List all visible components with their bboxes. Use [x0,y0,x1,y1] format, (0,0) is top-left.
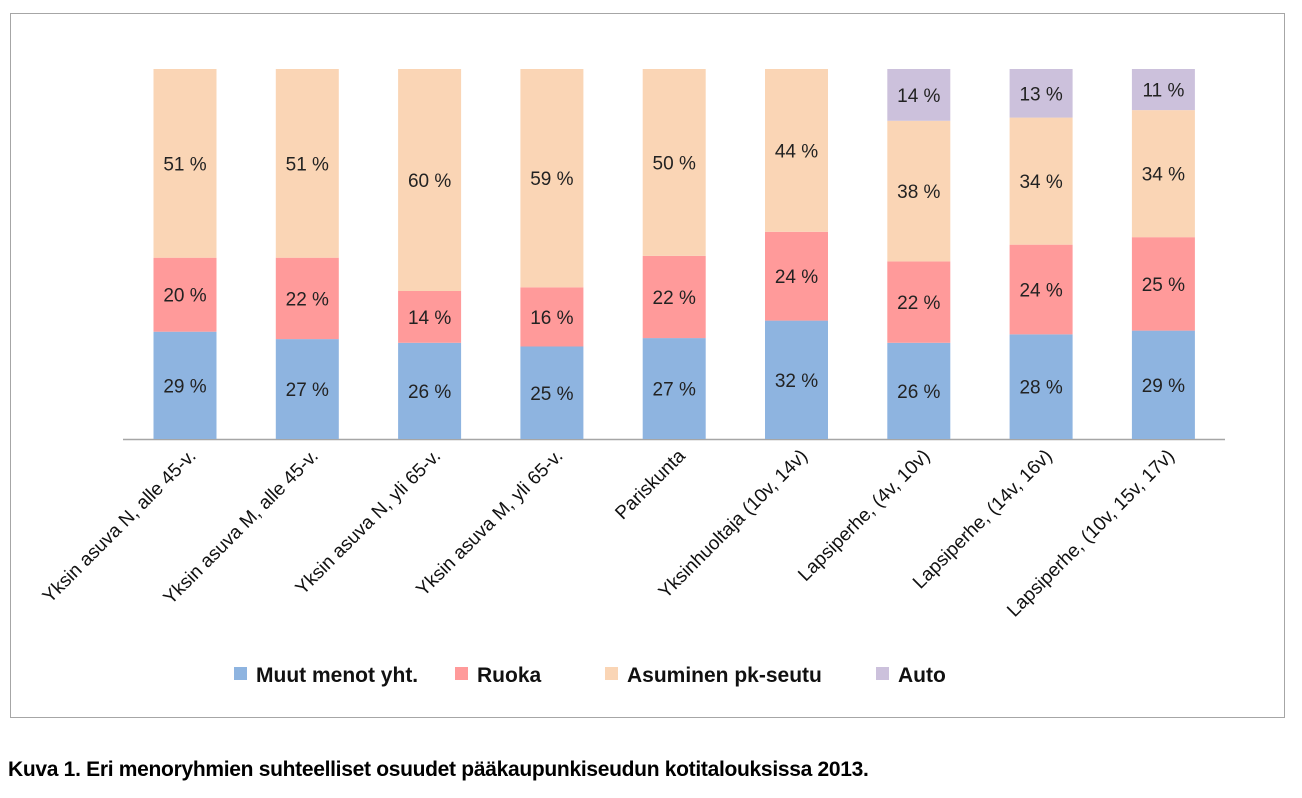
data-label: 26 % [408,382,451,403]
data-label: 24 % [1019,281,1062,302]
bar-segment [1009,244,1073,335]
bar-segment [520,346,584,439]
bar-segment [275,339,339,439]
data-label: 20 % [163,286,206,307]
bar-segment [520,287,584,347]
data-label: 27 % [286,380,329,401]
data-label: 34 % [1142,165,1185,186]
legend-swatch [234,667,247,680]
bar-segment [398,342,462,439]
x-tick-label: Lapsiperhe, (14v, 16v) [909,446,1057,594]
data-label: 59 % [530,169,573,190]
legend-label: Ruoka [477,664,542,687]
data-label: 24 % [775,267,818,288]
data-label: 22 % [897,293,940,314]
bar-segment [765,320,828,439]
bar-segment [1131,110,1195,238]
legend-label: Asuminen pk-seutu [627,664,822,687]
data-label: 25 % [530,384,573,405]
data-label: 34 % [1019,172,1062,193]
data-label: 50 % [653,153,696,174]
data-label: 16 % [530,308,573,329]
x-tick-label: Pariskunta [611,445,690,524]
bar-segment [765,231,828,321]
bar-segment [887,261,951,343]
data-label: 29 % [163,376,206,397]
bar-segment [398,69,462,291]
data-label: 29 % [1142,376,1185,397]
data-label: 22 % [286,289,329,310]
chart-frame [10,13,1285,718]
bar-segment [765,69,828,232]
bar-segment [887,342,951,439]
bar-segment [275,257,339,340]
bar-segment [642,255,706,339]
data-label: 14 % [408,308,451,329]
bar-segment [1131,330,1195,439]
legend-swatch [455,667,468,680]
bar-segment [642,338,706,439]
bar-segment [1009,334,1073,439]
data-label: 32 % [775,371,818,392]
data-label: 44 % [775,141,818,162]
data-label: 28 % [1019,378,1062,399]
bar-segment [642,69,706,256]
bar-segment [887,69,951,121]
data-label: 25 % [1142,275,1185,296]
bar-segment [398,291,462,343]
bar-segment [1009,69,1073,118]
figure-caption: Kuva 1. Eri menoryhmien suhteelliset osu… [8,758,869,781]
bar-segment [153,257,217,332]
data-label: 60 % [408,171,451,192]
legend-swatch [605,667,618,680]
data-label: 22 % [653,288,696,309]
data-label: 27 % [653,380,696,401]
data-label: 13 % [1019,84,1062,105]
bar-segment [1131,237,1195,331]
bar-segment [153,331,217,439]
legend-label: Muut menot yht. [256,664,418,687]
bar-segment [153,69,217,258]
bar-segment [520,69,584,288]
legend-swatch [876,667,889,680]
bar-segment [1009,117,1073,245]
data-label: 26 % [897,382,940,403]
data-label: 38 % [897,182,940,203]
data-label: 51 % [286,154,329,175]
bar-segment [887,120,951,262]
data-label: 14 % [897,86,940,107]
data-label: 51 % [163,154,206,175]
bar-segment [1131,69,1195,111]
bar-segment [275,69,339,258]
x-tick-label: Lapsiperhe, (4v, 10v) [794,446,934,586]
data-label: 11 % [1142,81,1184,102]
legend-label: Auto [898,664,946,687]
